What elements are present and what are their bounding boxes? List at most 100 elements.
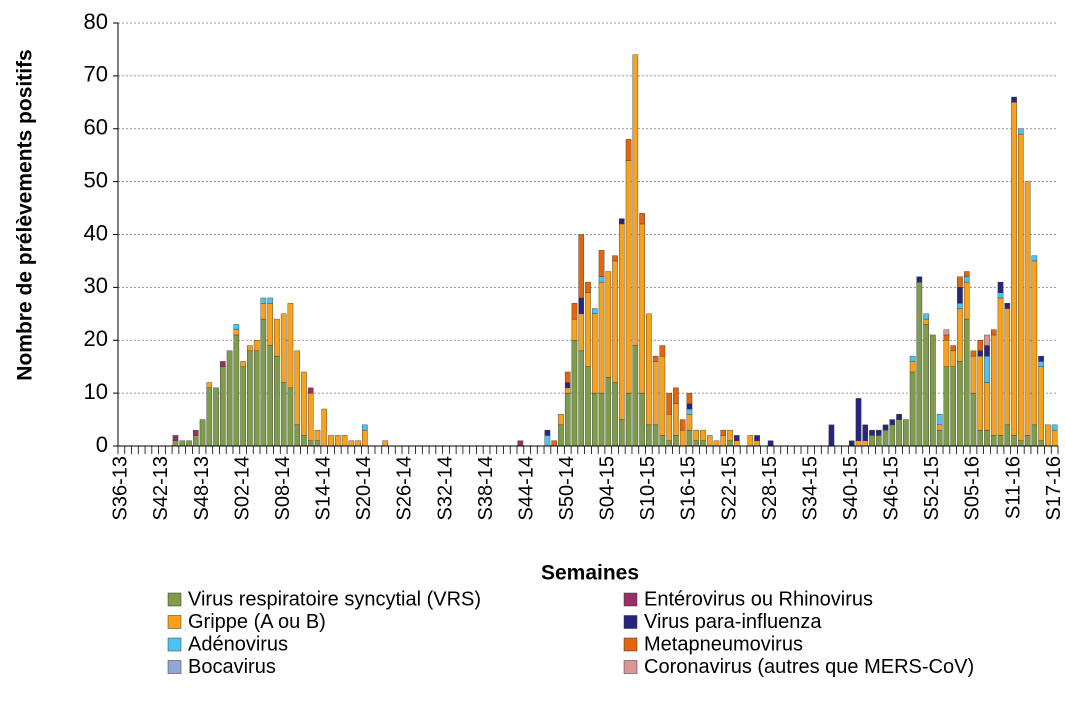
bar-segment <box>260 297 267 304</box>
bar-segment <box>564 387 571 394</box>
x-tick-label: S34-15 <box>799 456 821 521</box>
bar-segment <box>848 440 855 447</box>
bar-segment <box>659 435 666 447</box>
bar-segment <box>213 387 219 447</box>
bar-segment <box>220 366 226 447</box>
bar-segment <box>957 287 963 304</box>
legend-swatch <box>167 660 182 674</box>
bar-segment <box>862 424 869 441</box>
bar-segment <box>1024 435 1031 447</box>
legend-label: Coronavirus (autres que MERS-CoV) <box>644 656 974 678</box>
bar-segment <box>1038 440 1044 447</box>
bar-segment <box>1038 355 1044 362</box>
bar-segment <box>598 281 605 394</box>
bar-segment <box>1031 260 1038 426</box>
bar-segment <box>598 250 605 278</box>
bar-segment <box>706 435 713 447</box>
bar-segment <box>923 324 929 447</box>
x-tick-label: S11-16 <box>1002 456 1024 519</box>
x-tick-label: S14-14 <box>313 456 335 521</box>
bar-segment <box>233 329 240 336</box>
bar-segment <box>253 350 260 447</box>
bar-segment <box>889 419 896 426</box>
legend-swatch <box>623 615 638 629</box>
bar-segment <box>558 414 564 426</box>
bar-segment <box>666 440 672 447</box>
bar-segment <box>619 419 625 447</box>
bar-segment <box>321 408 328 447</box>
bar-segment <box>984 334 990 346</box>
x-tick-label: S36-13 <box>110 456 132 521</box>
bar-segment <box>382 440 388 447</box>
bar-segment <box>700 440 706 447</box>
bar-segment <box>943 334 950 341</box>
bar-segment <box>923 313 929 320</box>
legend-swatch <box>167 637 182 652</box>
bar-segment <box>896 414 902 420</box>
bar-segment <box>936 429 943 447</box>
bar-segment <box>686 429 693 447</box>
x-tick-label: S32-14 <box>434 456 456 521</box>
bar-segment <box>247 350 253 447</box>
bar-segment <box>362 429 368 447</box>
bar-segment <box>916 276 923 283</box>
bar-segment <box>828 424 835 447</box>
bar-segment <box>625 139 632 161</box>
bar-segment <box>314 440 321 447</box>
bar-segment <box>625 392 632 447</box>
x-tick-label: S44-14 <box>515 456 537 521</box>
legend-label: Bocavirus <box>188 656 276 678</box>
bar-segment <box>909 371 916 447</box>
bar-segment <box>179 440 186 447</box>
bar-segment <box>619 218 625 225</box>
bar-segment <box>625 160 632 394</box>
bar-segment <box>571 340 578 447</box>
bar-segment <box>334 435 341 447</box>
x-tick-label: S26-14 <box>394 456 416 521</box>
bar-segment <box>1038 361 1044 367</box>
bar-segment <box>930 334 936 447</box>
bar-segment <box>936 424 943 431</box>
bar-segment <box>267 345 273 447</box>
bar-segment <box>855 398 862 441</box>
legend-label: Entérovirus ou Rhinovirus <box>644 588 873 610</box>
bar-segment <box>970 355 977 394</box>
bar-segment <box>578 313 585 352</box>
bar-segment <box>220 361 226 367</box>
bar-segment <box>673 387 679 404</box>
bar-segment <box>679 429 686 447</box>
bar-segment <box>632 54 639 346</box>
bar-segment <box>1031 424 1038 447</box>
bar-segment <box>1018 440 1024 447</box>
bar-segment <box>984 429 990 447</box>
bar-segment <box>1051 429 1058 447</box>
bar-segment <box>307 440 314 447</box>
bar-segment <box>172 440 179 447</box>
bar-segment <box>355 440 361 447</box>
bar-segment <box>855 440 862 447</box>
bar-segment <box>1045 424 1051 447</box>
bar-segment <box>612 260 618 383</box>
bar-segment <box>314 429 321 441</box>
bar-segment <box>882 424 889 431</box>
bar-segment <box>909 355 916 362</box>
y-tick-label: 10 <box>84 379 108 404</box>
bar-segment <box>260 318 267 447</box>
bar-segment <box>1018 133 1024 441</box>
bar-segment <box>362 424 368 431</box>
bar-segment <box>619 223 625 420</box>
bar-segment <box>639 223 645 394</box>
y-axis-title: Nombre de prélèvements positifs <box>14 49 37 380</box>
bar-segment <box>591 392 598 447</box>
bar-segment <box>571 318 578 341</box>
x-tick-label: S48-13 <box>191 456 213 521</box>
bar-segment <box>889 424 896 447</box>
bar-segment <box>199 419 206 447</box>
legend-label: Virus para-influenza <box>644 611 822 633</box>
bar-segment <box>253 340 260 352</box>
bar-segment <box>679 419 686 431</box>
bar-segment <box>301 435 307 447</box>
bar-segment <box>571 303 578 320</box>
bar-segment <box>341 435 348 447</box>
bar-segment <box>274 318 280 357</box>
